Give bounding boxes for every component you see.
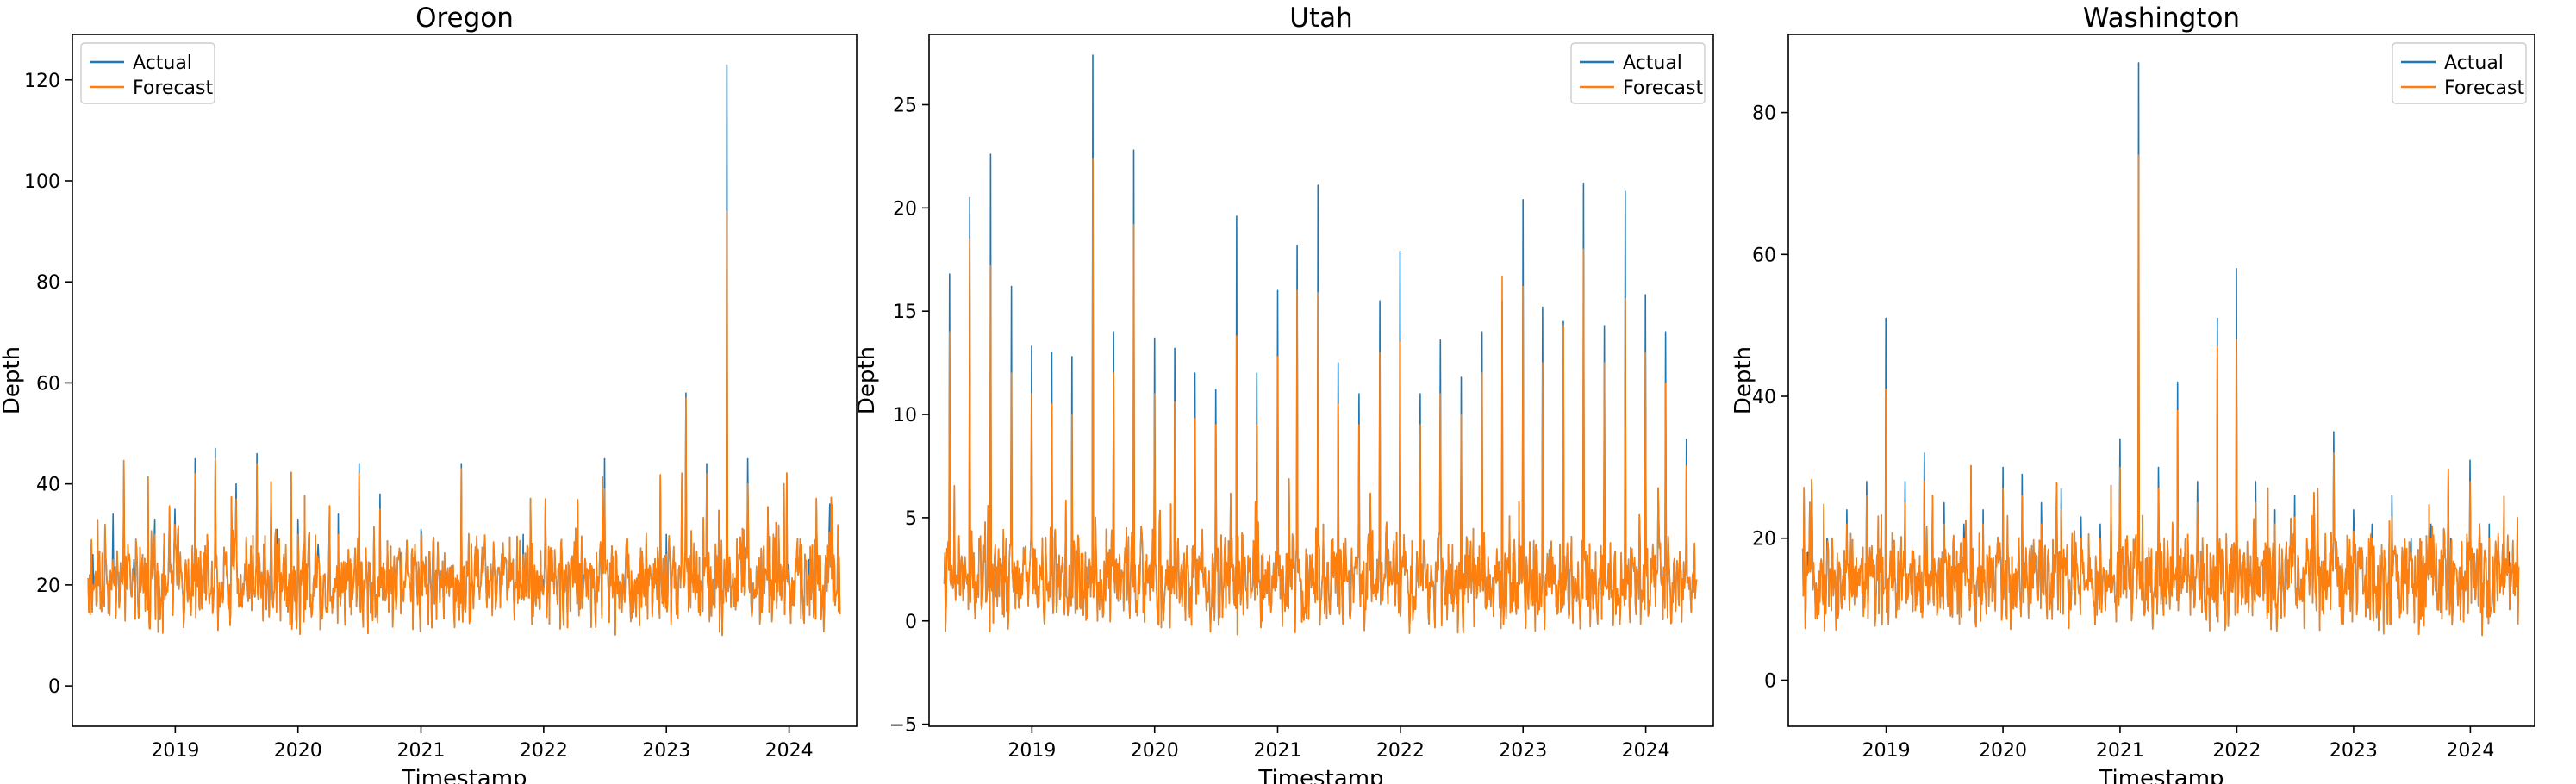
series-line-forecast <box>943 158 1698 636</box>
chart-title: Utah <box>1289 3 1353 34</box>
y-axis-label: Depth <box>1731 346 1756 414</box>
x-tick-label: 2021 <box>1253 740 1301 762</box>
legend-label-actual: Actual <box>1623 53 1682 74</box>
y-tick-label: 0 <box>905 612 917 633</box>
x-tick-label: 2020 <box>1979 740 2027 762</box>
legend: Actual Forecast <box>1570 42 1706 104</box>
y-tick-label: 80 <box>36 272 60 294</box>
subplot-oregon: 2019 2020 2021 2022 2023 2024 0 20 40 60 80 100 120 T… <box>0 3 858 784</box>
legend-label-actual: Actual <box>133 53 192 74</box>
x-tick-label: 2021 <box>2096 740 2144 762</box>
legend-box <box>2392 42 2527 104</box>
legend-box <box>80 42 215 104</box>
axes-frame <box>928 34 1714 727</box>
axes-frame <box>72 34 858 727</box>
y-tick-label: 100 <box>24 171 60 193</box>
y-tick-label: −5 <box>889 715 917 737</box>
subplot-utah: 2019 2020 2021 2022 2023 2024 −5 0 5 10 15 20 25 Time… <box>854 3 1714 784</box>
legend-label-forecast: Forecast <box>2444 78 2524 99</box>
y-tick-label: 0 <box>48 676 60 698</box>
legend-label-actual: Actual <box>2444 53 2504 74</box>
x-axis-label: Timestamp <box>1257 766 1383 784</box>
y-tick-label: 0 <box>1764 670 1776 692</box>
x-tick-label: 2024 <box>1622 740 1670 762</box>
y-tick-label: 60 <box>1752 245 1776 266</box>
x-tick-label: 2021 <box>396 740 445 762</box>
subplot-washington: 2019 2020 2021 2022 2023 2024 0 20 40 60 80 Timesta… <box>1731 3 2535 784</box>
y-tick-label: 120 <box>24 71 60 92</box>
y-tick-label: 5 <box>905 508 917 530</box>
x-tick-label: 2022 <box>2212 740 2261 762</box>
chart-title: Oregon <box>415 3 514 34</box>
y-tick-label: 20 <box>1752 529 1776 551</box>
y-tick-label: 25 <box>893 95 917 116</box>
legend: Actual Forecast <box>2392 42 2527 104</box>
legend-box <box>1570 42 1706 104</box>
x-tick-label: 2023 <box>1499 740 1547 762</box>
y-axis-label: Depth <box>0 346 25 414</box>
legend: Actual Forecast <box>80 42 215 104</box>
y-tick-label: 80 <box>1752 103 1776 125</box>
x-tick-label: 2019 <box>1007 740 1056 762</box>
y-tick-label: 60 <box>36 373 60 395</box>
legend-label-forecast: Forecast <box>1623 78 1703 99</box>
x-axis-label: Timestamp <box>401 766 527 784</box>
x-tick-label: 2024 <box>765 740 814 762</box>
chart-title: Washington <box>2083 3 2240 34</box>
y-tick-label: 20 <box>893 198 917 220</box>
x-tick-label: 2020 <box>1131 740 1179 762</box>
legend-label-forecast: Forecast <box>133 78 213 99</box>
x-tick-label: 2020 <box>274 740 322 762</box>
x-tick-label: 2023 <box>2330 740 2378 762</box>
y-tick-label: 10 <box>893 405 917 426</box>
y-tick-label: 40 <box>1752 387 1776 408</box>
x-tick-label: 2023 <box>642 740 690 762</box>
y-axis-label: Depth <box>854 346 880 414</box>
series-line-forecast <box>1801 154 2520 637</box>
y-tick-label: 40 <box>36 475 60 496</box>
x-tick-label: 2022 <box>1376 740 1425 762</box>
y-tick-label: 15 <box>893 302 917 323</box>
x-tick-label: 2019 <box>1862 740 1911 762</box>
y-tick-label: 20 <box>36 576 60 597</box>
x-tick-label: 2019 <box>151 740 199 762</box>
x-tick-label: 2022 <box>520 740 568 762</box>
series-line-forecast <box>86 210 841 637</box>
axes-frame <box>1787 34 2535 727</box>
x-axis-label: Timestamp <box>2098 766 2224 784</box>
x-tick-label: 2024 <box>2446 740 2494 762</box>
